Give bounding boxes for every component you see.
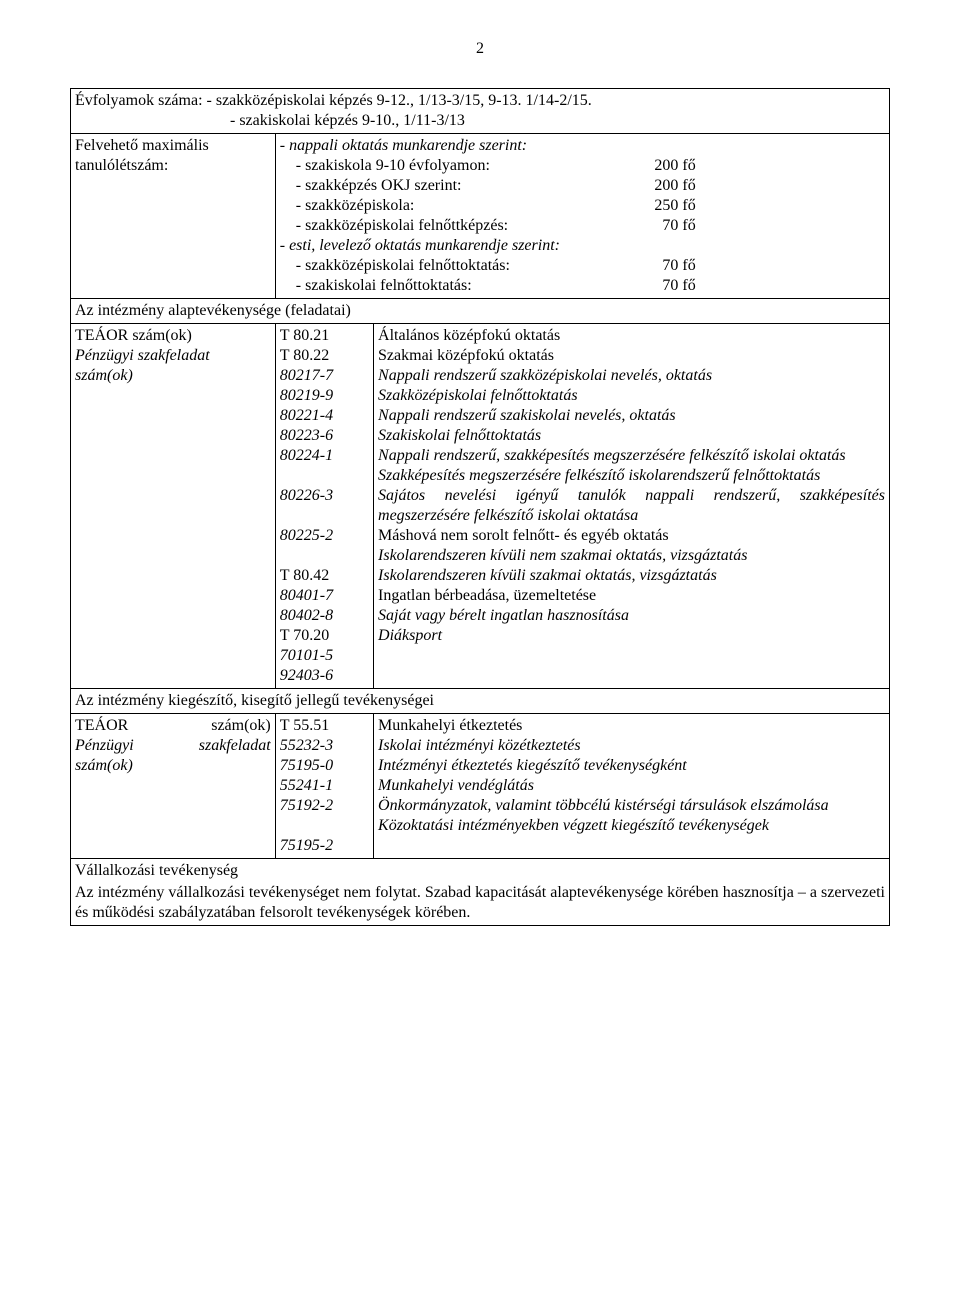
szakkepzes-label: - szakképzés OKJ szerint:	[296, 176, 462, 196]
felveheto-label-2: tanulólétszám:	[75, 156, 271, 176]
desc: Sajátos nevelési igényű tanulók nappali …	[378, 486, 885, 526]
nappali-header: - nappali oktatás munkarendje szerint:	[280, 136, 885, 156]
desc: Iskolarendszeren kívüli nem szakmai okta…	[378, 546, 885, 566]
desc: Intézményi étkeztetés kiegészítő tevéken…	[378, 756, 885, 776]
szakiskola-value: 200 fő	[654, 156, 695, 176]
desc: Munkahelyi étkeztetés	[378, 716, 885, 736]
code: 92403-6	[280, 666, 369, 686]
kiegeszito-header: Az intézmény kiegészítő, kisegítő jelleg…	[71, 689, 890, 714]
desc: Iskolai intézményi közétkeztetés	[378, 736, 885, 756]
code: 80224-1	[280, 446, 369, 466]
row-evfolyamok: Évfolyamok száma: - szakközépiskolai kép…	[71, 89, 890, 134]
code: T 80.21	[280, 326, 369, 346]
desc: Iskolarendszeren kívüli szakmai oktatás,…	[378, 566, 885, 586]
code: 80221-4	[280, 406, 369, 426]
teaor2-left-cell: TEÁOR szám(ok) Pénzügyi szakfeladat szám…	[71, 714, 276, 859]
vallalkozasi-cell: Vállalkozási tevékenység Az intézmény vá…	[71, 859, 890, 926]
desc: Szakiskolai felnőttoktatás	[378, 426, 885, 446]
desc: Ingatlan bérbeadása, üzemeltetése	[378, 586, 885, 606]
page-number: 2	[70, 40, 890, 58]
teaor2-l1a: TEÁOR	[75, 716, 128, 736]
szakiskola-label: - szakiskola 9-10 évfolyamon:	[296, 156, 490, 176]
code: 75195-0	[280, 756, 369, 776]
teaor2-l3: szám(ok)	[75, 756, 271, 776]
code: 80225-2	[280, 526, 369, 546]
code: 75195-2	[280, 836, 369, 856]
teaor-label: TEÁOR szám(ok)	[75, 326, 271, 346]
main-table: Évfolyamok száma: - szakközépiskolai kép…	[70, 88, 890, 926]
code: 80217-7	[280, 366, 369, 386]
desc: Szakközépiskolai felnőttoktatás	[378, 386, 885, 406]
teaor2-codes-cell: T 55.51 55232-3 75195-0 55241-1 75192-2 …	[275, 714, 373, 859]
desc: Munkahelyi vendéglátás	[378, 776, 885, 796]
desc: Saját vagy bérelt ingatlan hasznosítása	[378, 606, 885, 626]
esti-header: - esti, levelező oktatás munkarendje sze…	[280, 236, 885, 256]
felveheto-values-cell: - nappali oktatás munkarendje szerint: -…	[275, 134, 889, 299]
teaor2-l1b: szám(ok)	[211, 716, 271, 736]
desc: Diáksport	[378, 626, 885, 646]
code: 80226-3	[280, 486, 369, 506]
code: 80223-6	[280, 426, 369, 446]
evfolyamok-line2: - szakiskolai képzés 9-10., 1/11-3/13	[75, 111, 885, 131]
vallalkozasi-body: Az intézmény vállalkozási tevékenységet …	[75, 883, 885, 923]
felnottkepzes-label: - szakközépiskolai felnőttképzés:	[296, 216, 508, 236]
code: 80402-8	[280, 606, 369, 626]
code: T 80.22	[280, 346, 369, 366]
alaptevekenyseg-header: Az intézmény alaptevékenysége (feladatai…	[71, 299, 890, 324]
felnott-szakkozep-value: 70 fő	[662, 256, 695, 276]
teaor-codes-cell: T 80.21 T 80.22 80217-7 80219-9 80221-4 …	[275, 324, 373, 689]
felveheto-label-cell: Felvehető maximális tanulólétszám:	[71, 134, 276, 299]
code: T 70.20	[280, 626, 369, 646]
felnott-szakkozep-label: - szakközépiskolai felnőttoktatás:	[296, 256, 510, 276]
desc: Önkormányzatok, valamint többcélú kistér…	[378, 796, 885, 816]
code: 70101-5	[280, 646, 369, 666]
szakkozepiskola-label: - szakközépiskola:	[296, 196, 415, 216]
code: T 80.42	[280, 566, 369, 586]
desc: Nappali rendszerű, szakképesítés megszer…	[378, 446, 885, 466]
desc: Általános középfokú oktatás	[378, 326, 885, 346]
szakkozepiskola-value: 250 fő	[654, 196, 695, 216]
code: 80219-9	[280, 386, 369, 406]
desc: Szakképesítés megszerzésére felkészítő i…	[378, 466, 885, 486]
desc: Közoktatási intézményekben végzett kiegé…	[378, 816, 885, 836]
desc: Máshová nem sorolt felnőtt- és egyéb okt…	[378, 526, 885, 546]
penzugyi-label-1: Pénzügyi szakfeladat	[75, 346, 271, 366]
penzugyi-label-2: szám(ok)	[75, 366, 271, 386]
code: 80401-7	[280, 586, 369, 606]
desc: Szakmai középfokú oktatás	[378, 346, 885, 366]
felnott-szakiskola-label: - szakiskolai felnőttoktatás:	[296, 276, 472, 296]
code: 55241-1	[280, 776, 369, 796]
teaor-left-cell: TEÁOR szám(ok) Pénzügyi szakfeladat szám…	[71, 324, 276, 689]
desc: Nappali rendszerű szakközépiskolai nevel…	[378, 366, 885, 386]
evfolyamok-line1: Évfolyamok száma: - szakközépiskolai kép…	[75, 91, 885, 111]
vallalkozasi-title: Vállalkozási tevékenység	[75, 861, 885, 881]
code: 55232-3	[280, 736, 369, 756]
felnottkepzes-value: 70 fő	[662, 216, 695, 236]
desc: Nappali rendszerű szakiskolai nevelés, o…	[378, 406, 885, 426]
felveheto-label-1: Felvehető maximális	[75, 136, 271, 156]
code: T 55.51	[280, 716, 369, 736]
teaor2-l2a: Pénzügyi	[75, 736, 134, 756]
felnott-szakiskola-value: 70 fő	[662, 276, 695, 296]
teaor2-l2b: szakfeladat	[199, 736, 271, 756]
teaor-descs-cell: Általános középfokú oktatás Szakmai közé…	[374, 324, 890, 689]
teaor2-descs-cell: Munkahelyi étkeztetés Iskolai intézményi…	[374, 714, 890, 859]
code: 75192-2	[280, 796, 369, 816]
szakkepzes-value: 200 fő	[654, 176, 695, 196]
